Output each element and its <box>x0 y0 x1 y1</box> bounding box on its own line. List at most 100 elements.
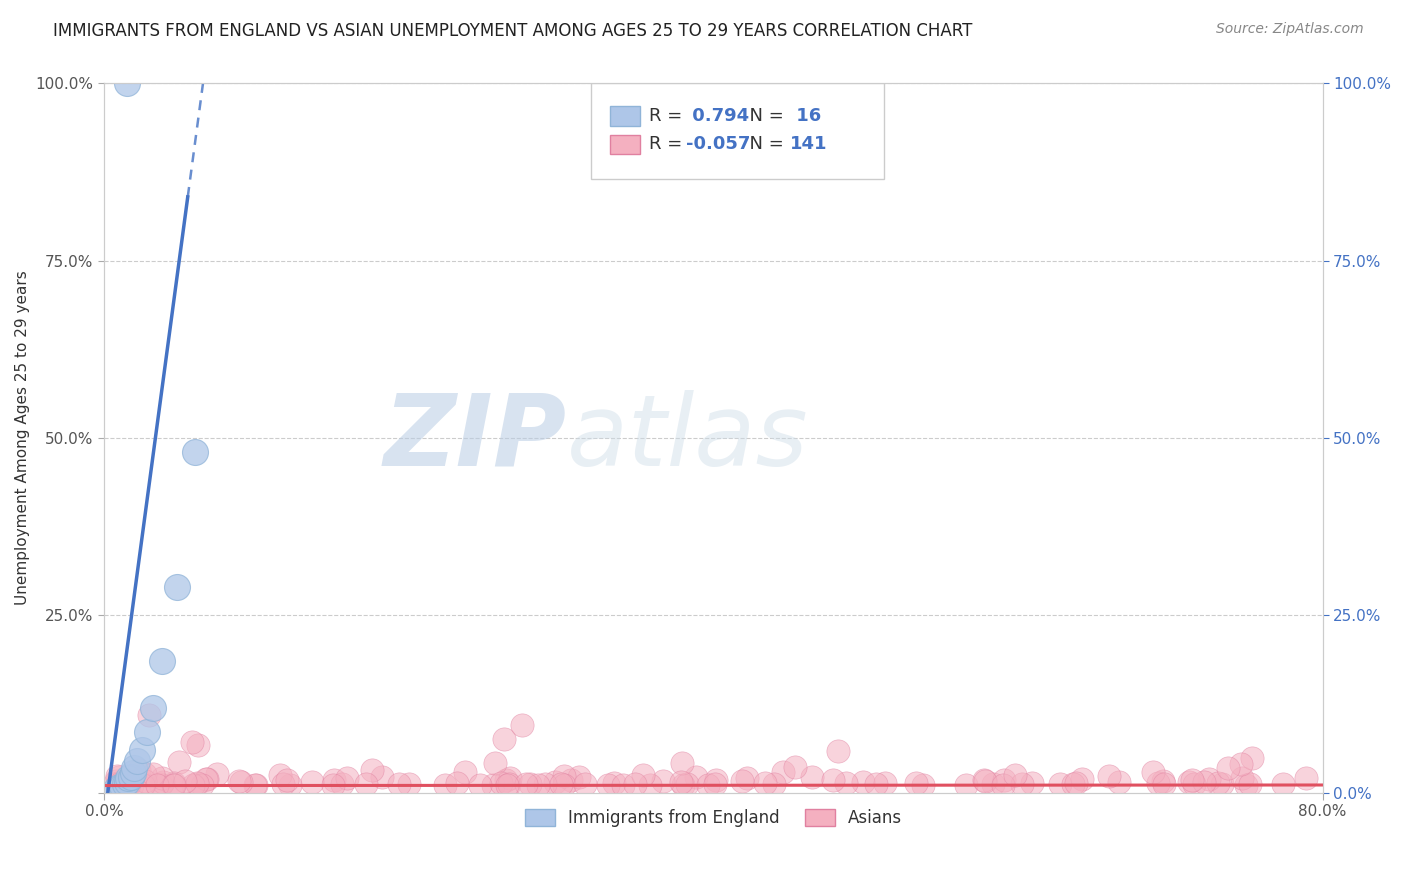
Point <box>301 775 323 789</box>
Point <box>166 580 188 594</box>
Point <box>519 777 541 791</box>
Point <box>167 755 190 769</box>
Point <box>322 778 344 792</box>
Point <box>142 700 165 714</box>
Point <box>107 776 129 790</box>
Point <box>162 778 184 792</box>
Point <box>468 778 491 792</box>
Point <box>574 777 596 791</box>
Point <box>108 780 131 794</box>
Point <box>231 775 253 789</box>
Point <box>245 778 267 792</box>
Text: -0.057: -0.057 <box>686 136 751 153</box>
Point <box>612 778 634 792</box>
Point <box>526 778 548 792</box>
Point <box>1241 751 1264 765</box>
Point <box>560 772 582 787</box>
Point <box>138 707 160 722</box>
Point <box>330 777 353 791</box>
Point <box>1070 772 1092 786</box>
Point <box>704 777 727 791</box>
Point <box>149 778 172 792</box>
Point <box>696 778 718 792</box>
Point <box>685 770 707 784</box>
Point <box>152 775 174 789</box>
Point <box>354 777 377 791</box>
Point <box>834 776 856 790</box>
Point <box>704 772 727 787</box>
Point <box>1192 774 1215 789</box>
Point <box>149 777 172 791</box>
Point <box>336 771 359 785</box>
Point <box>754 776 776 790</box>
Point <box>1271 777 1294 791</box>
Point <box>1153 776 1175 790</box>
Point <box>108 777 131 791</box>
Point <box>454 764 477 779</box>
Point <box>827 744 849 758</box>
FancyBboxPatch shape <box>610 135 640 154</box>
Text: ZIP: ZIP <box>384 390 567 486</box>
Point <box>495 778 517 792</box>
Point <box>1234 778 1257 792</box>
Text: 16: 16 <box>790 107 821 125</box>
Point <box>1178 775 1201 789</box>
Text: N =: N = <box>738 136 789 153</box>
Point <box>205 767 228 781</box>
Point <box>1049 777 1071 791</box>
Point <box>108 770 131 784</box>
Point <box>905 776 928 790</box>
Point <box>652 774 675 789</box>
Point <box>1216 761 1239 775</box>
Point <box>323 773 346 788</box>
Point <box>772 765 794 780</box>
Point <box>105 769 128 783</box>
FancyBboxPatch shape <box>610 106 640 126</box>
Point <box>134 774 156 789</box>
Point <box>243 779 266 793</box>
Point <box>398 777 420 791</box>
Point <box>121 778 143 792</box>
Point <box>873 776 896 790</box>
Point <box>801 770 824 784</box>
Point <box>533 777 555 791</box>
Point <box>1230 757 1253 772</box>
Point <box>117 774 139 789</box>
Point <box>631 768 654 782</box>
Point <box>114 777 136 791</box>
Point <box>269 768 291 782</box>
Point <box>150 655 173 669</box>
Point <box>1232 771 1254 785</box>
Point <box>638 778 661 792</box>
Point <box>110 777 132 791</box>
Text: R =: R = <box>648 107 688 125</box>
Point <box>499 771 522 785</box>
Text: atlas: atlas <box>567 390 808 486</box>
Point <box>1206 776 1229 790</box>
Point <box>676 777 699 791</box>
Point <box>482 778 505 792</box>
Point <box>783 760 806 774</box>
Point <box>104 774 127 789</box>
Point <box>187 738 209 752</box>
Point <box>120 770 142 784</box>
Point <box>181 778 204 792</box>
Point <box>190 778 212 792</box>
Point <box>273 777 295 791</box>
Point <box>495 772 517 787</box>
Point <box>596 778 619 792</box>
Point <box>181 735 204 749</box>
Point <box>550 777 572 791</box>
Text: 0.794: 0.794 <box>686 107 749 125</box>
Point <box>669 775 692 789</box>
Point <box>973 773 995 788</box>
Text: 141: 141 <box>790 136 828 153</box>
Point <box>134 767 156 781</box>
Point <box>124 761 146 775</box>
Point <box>122 765 145 780</box>
Text: Source: ZipAtlas.com: Source: ZipAtlas.com <box>1216 22 1364 37</box>
Point <box>983 777 1005 791</box>
Point <box>624 777 647 791</box>
Point <box>1295 771 1317 785</box>
Point <box>1011 776 1033 790</box>
